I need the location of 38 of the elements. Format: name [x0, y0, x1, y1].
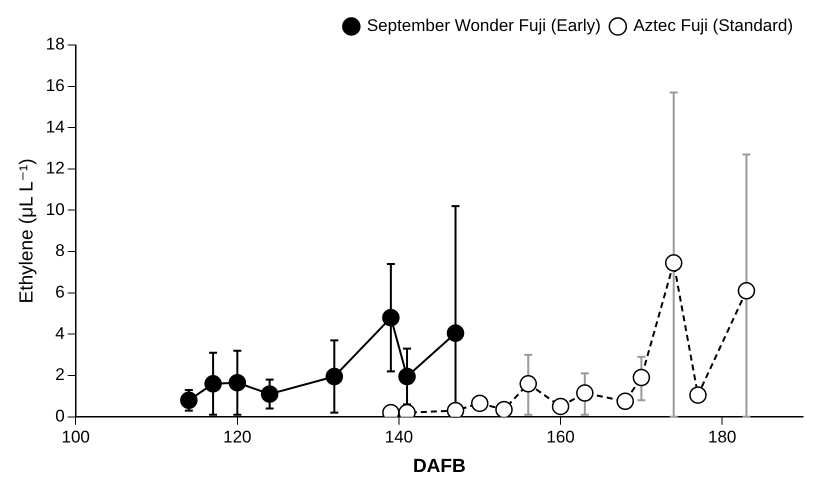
point: [519, 375, 537, 392]
point: [180, 392, 198, 410]
y-tick-label: 10: [46, 200, 65, 219]
point: [398, 368, 416, 386]
y-tick-label: 8: [55, 241, 65, 260]
point: [632, 368, 650, 386]
y-axis-title: Ethylene (μL L⁻¹): [16, 158, 38, 304]
point: [664, 254, 682, 272]
y-tick-label: 4: [55, 324, 65, 343]
y-tick-label: 0: [55, 406, 65, 426]
y-tick-label: 14: [46, 117, 65, 136]
x-tick-label: 100: [62, 428, 90, 447]
y-tick-label: 18: [46, 34, 65, 54]
point: [471, 394, 489, 412]
point: [495, 400, 513, 417]
x-tick-label: 160: [546, 428, 575, 447]
x-tick-label: 180: [708, 428, 736, 447]
point: [446, 402, 464, 417]
point: [204, 375, 222, 392]
point: [326, 368, 344, 386]
point: [576, 384, 594, 402]
point: [738, 282, 756, 300]
y-tick-label: 12: [46, 158, 65, 178]
y-tick-label: 16: [46, 76, 65, 95]
point: [260, 385, 278, 403]
y-tick-label: 6: [55, 282, 65, 302]
x-tick-label: 120: [223, 428, 252, 447]
point: [446, 324, 464, 342]
point: [228, 374, 246, 392]
point: [689, 386, 707, 404]
y-tick-label: 2: [55, 365, 65, 384]
legend-label: Aztec Fuji (Standard): [633, 16, 794, 36]
point: [382, 308, 400, 326]
point: [552, 398, 570, 416]
legend-label: September Wonder Fuji (Early): [366, 16, 601, 36]
point: [616, 392, 634, 410]
x-axis-title: DAFB: [412, 456, 466, 477]
x-tick-label: 140: [384, 428, 414, 447]
